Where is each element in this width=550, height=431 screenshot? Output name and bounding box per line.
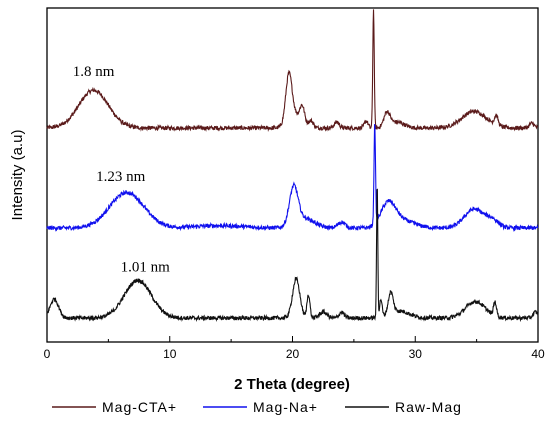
legend-label: Mag-CTA+ (102, 399, 177, 415)
x-axis-title: 2 Theta (degree) (234, 376, 350, 393)
legend: Mag-CTA+ Mag-Na+ Raw-Mag (52, 399, 462, 415)
y-axis-title: Intensity (a.u) (9, 130, 26, 221)
peak-annotation: 1.8 nm (73, 64, 115, 80)
x-tick-label: 30 (409, 347, 423, 361)
x-tick-label: 20 (286, 347, 300, 361)
legend-label: Mag-Na+ (253, 399, 318, 415)
series-line-raw-mag (46, 188, 539, 323)
x-tick-label: 10 (163, 347, 177, 361)
legend-label: Raw-Mag (395, 399, 462, 415)
series-line-mag-na- (46, 124, 539, 233)
x-tick-label: 40 (531, 347, 545, 361)
series-layer (46, 9, 539, 323)
peak-annotation: 1.23 nm (96, 169, 146, 185)
series-line-mag-cta- (46, 9, 539, 132)
x-tick-label: 0 (44, 347, 51, 361)
x-axis: 0 10 20 30 40 (44, 336, 545, 361)
peak-annotation: 1.01 nm (121, 259, 171, 275)
annotation-layer: 1.8 nm 1.23 nm 1.01 nm (73, 64, 170, 275)
